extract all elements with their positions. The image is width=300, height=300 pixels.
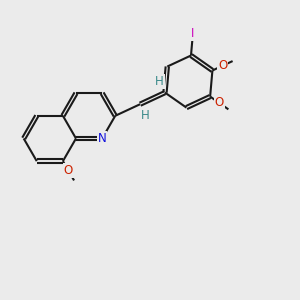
Text: O: O <box>218 59 227 72</box>
Text: H: H <box>141 109 150 122</box>
Text: I: I <box>191 27 195 40</box>
Text: H: H <box>155 75 164 88</box>
Text: O: O <box>214 96 224 110</box>
Text: N: N <box>98 132 106 145</box>
Text: O: O <box>64 164 73 177</box>
